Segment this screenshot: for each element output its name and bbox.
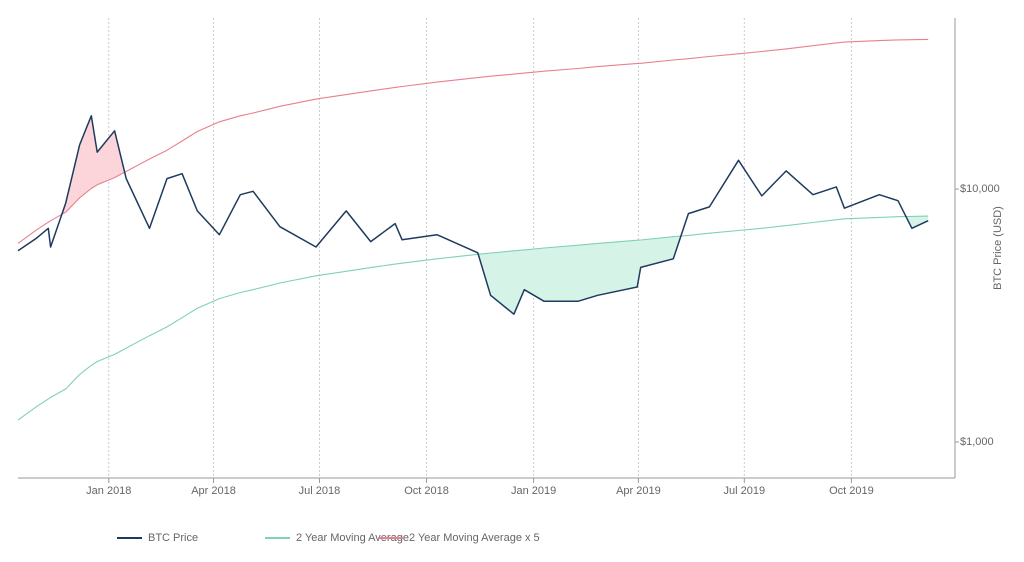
series-line bbox=[17, 115, 929, 315]
x-tick-label: Jul 2019 bbox=[724, 485, 766, 497]
legend-label: 2 Year Moving Average x 5 bbox=[409, 532, 540, 544]
x-tick-label: Jan 2019 bbox=[511, 485, 556, 497]
overheat-fill bbox=[18, 115, 929, 244]
x-tick-label: Apr 2019 bbox=[616, 485, 661, 497]
series-line bbox=[17, 215, 929, 421]
x-tick-label: Apr 2018 bbox=[191, 485, 236, 497]
undervalue-fill bbox=[18, 216, 929, 315]
y-tick-label: $10,000 bbox=[960, 183, 1000, 195]
x-tick-label: Oct 2019 bbox=[829, 485, 874, 497]
x-tick-label: Jul 2018 bbox=[299, 485, 341, 497]
legend-label: BTC Price bbox=[148, 532, 198, 544]
x-tick-label: Jan 2018 bbox=[86, 485, 131, 497]
y-tick-label: $1,000 bbox=[960, 436, 994, 448]
series-line bbox=[17, 38, 929, 244]
x-tick-label: Oct 2018 bbox=[404, 485, 449, 497]
legend-label: 2 Year Moving Average bbox=[296, 532, 409, 544]
y-axis-title: BTC Price (USD) bbox=[992, 206, 1004, 290]
